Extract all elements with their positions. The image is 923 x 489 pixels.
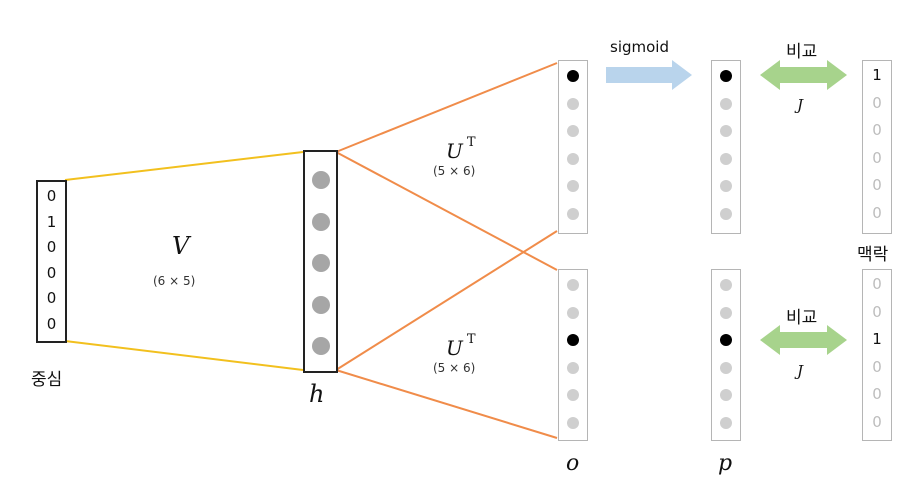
prob-bottom-dot-1 [720,306,732,319]
input-digit-1: 1 [46,212,57,231]
hidden-unit-4 [311,337,330,355]
prob-bottom-box [711,269,741,441]
compare-bottom-label: 비교 [786,308,818,328]
context-bottom-digit-4: 0 [872,385,882,403]
p-label: p [718,451,733,476]
output-bottom-dot-2 [567,334,579,346]
prob-top-dot-5 [720,207,732,220]
hidden-unit-0 [311,171,330,189]
output-bottom-dot-3 [567,361,579,374]
output-top-dot-4 [567,180,579,192]
v-line-top [64,151,304,181]
context-top-digit-4: 0 [872,176,882,194]
v-dims-label: (6 × 5) [153,274,196,288]
u-top-symbol: U [446,139,463,163]
context-bottom-digit-3: 0 [872,357,882,376]
prob-bottom-dot-4 [720,389,732,401]
input-digit-3: 0 [46,263,57,282]
output-top-dot-3 [567,152,579,165]
input-digit-0: 0 [46,187,57,205]
compare-arrow-top [760,60,847,90]
prob-bottom-dot-0 [720,279,732,291]
context-bottom-box: 0 0 1 0 0 0 [862,269,892,441]
prob-top-box [711,60,741,234]
j-top-label: J [797,96,804,114]
output-top-dot-0 [567,70,579,82]
output-top-box [558,60,588,234]
context-bottom-digit-0: 0 [872,275,882,293]
compare-arrow-bottom [760,325,847,355]
context-label: 맥락 [857,245,889,265]
output-top-dot-1 [567,97,579,110]
context-top-digit-1: 0 [872,93,882,112]
context-top-digit-3: 0 [872,148,882,167]
input-digit-4: 0 [46,289,57,307]
context-top-digit-5: 0 [872,203,882,222]
context-top-digit-0: 1 [872,66,882,84]
u-line-bottom-upper [335,230,558,371]
hidden-layer-box [303,150,338,373]
prob-top-dot-1 [720,97,732,110]
u-top-superscript: T [466,135,476,150]
u-bottom-superscript: T [466,332,476,347]
prob-top-dot-0 [720,70,732,82]
output-bottom-box [558,269,588,441]
u-bottom-dims-label: (5 × 6) [433,361,476,375]
u-line-top-lower [335,151,558,271]
j-bottom-label: J [797,362,804,380]
hidden-unit-2 [311,254,330,272]
output-bottom-dot-4 [567,389,579,401]
prob-top-dot-3 [720,152,732,165]
sigmoid-label: sigmoid [610,38,669,56]
context-top-box: 1 0 0 0 0 0 [862,60,892,234]
center-label: 중심 [31,370,63,390]
v-label: V [172,232,190,260]
u-bottom-symbol: U [446,336,463,360]
output-bottom-dot-1 [567,306,579,319]
prob-bottom-dot-2 [720,334,732,346]
v-line-bottom [64,340,304,371]
compare-top-label: 비교 [786,42,818,62]
hidden-unit-3 [311,295,330,314]
h-label: h [309,380,325,408]
context-bottom-digit-2: 1 [872,330,882,348]
prob-bottom-dot-5 [720,416,732,429]
prob-top-dot-2 [720,125,732,137]
prob-bottom-dot-3 [720,361,732,374]
output-top-dot-5 [567,207,579,220]
context-bottom-digit-5: 0 [872,412,882,431]
hidden-unit-1 [311,212,330,231]
context-bottom-digit-1: 0 [872,302,882,321]
o-label: o [566,451,580,476]
output-bottom-dot-0 [567,279,579,291]
input-digit-2: 0 [46,238,57,256]
u-top-dims-label: (5 × 6) [433,164,476,178]
output-bottom-dot-5 [567,416,579,429]
prob-top-dot-4 [720,180,732,192]
output-top-dot-2 [567,125,579,137]
input-vector-box: 0 1 0 0 0 0 [36,180,67,343]
context-top-digit-2: 0 [872,121,882,139]
u-line-bottom-lower [335,369,558,439]
input-digit-5: 0 [46,314,57,333]
sigmoid-arrow [606,60,692,90]
u-line-top-upper [335,62,558,153]
